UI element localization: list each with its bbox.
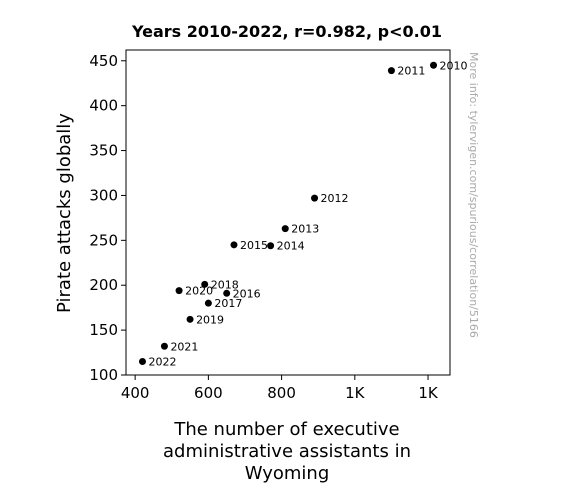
watermark-text: More info: tylervigen.com/spurious/corre… bbox=[467, 52, 480, 338]
plot-area bbox=[125, 49, 451, 376]
data-point bbox=[175, 287, 183, 295]
y-tick-label: 450 bbox=[89, 52, 118, 70]
data-point-label: 2020 bbox=[185, 285, 213, 298]
chart-title: Years 2010-2022, r=0.982, p<0.01 bbox=[131, 22, 442, 41]
data-point-label: 2013 bbox=[291, 223, 319, 236]
data-point bbox=[186, 315, 194, 323]
x-axis: 400 600 800 1K 1K bbox=[121, 375, 439, 402]
y-tick-label: 200 bbox=[89, 276, 118, 294]
x-tick-label: 1K bbox=[345, 384, 366, 402]
x-tick-label: 600 bbox=[194, 384, 223, 402]
data-point bbox=[160, 342, 168, 350]
x-tick-label: 400 bbox=[121, 384, 150, 402]
data-point bbox=[430, 61, 438, 69]
data-point-label: 2016 bbox=[233, 287, 261, 300]
x-tick-label: 1K bbox=[418, 384, 439, 402]
y-axis-label: Pirate attacks globally bbox=[54, 113, 75, 313]
data-point-label: 2022 bbox=[148, 356, 176, 369]
y-tick-label: 300 bbox=[89, 186, 118, 204]
data-point-label: 2015 bbox=[240, 239, 268, 252]
y-tick-label: 250 bbox=[89, 231, 118, 249]
data-point-label: 2014 bbox=[277, 240, 305, 253]
data-point bbox=[201, 280, 209, 288]
y-tick-label: 150 bbox=[89, 321, 118, 339]
y-tick-label: 100 bbox=[89, 366, 118, 384]
data-point bbox=[387, 67, 395, 75]
data-point-label: 2010 bbox=[440, 59, 468, 72]
data-point-label: 2012 bbox=[321, 192, 349, 205]
data-point bbox=[267, 242, 275, 250]
y-tick-label: 350 bbox=[89, 142, 118, 160]
data-point-label: 2021 bbox=[170, 340, 198, 353]
data-point bbox=[204, 299, 212, 307]
data-point bbox=[138, 358, 146, 366]
x-tick-label: 800 bbox=[267, 384, 296, 402]
x-axis-label: The number of executive administrative as… bbox=[163, 419, 411, 484]
data-point-label: 2018 bbox=[211, 278, 239, 291]
data-point bbox=[223, 289, 231, 297]
data-point bbox=[230, 241, 238, 249]
data-point bbox=[311, 194, 319, 202]
y-tick-label: 400 bbox=[89, 97, 118, 115]
y-axis: 100 150 200 250 300 350 400 450 bbox=[89, 52, 126, 384]
data-point-label: 2019 bbox=[196, 313, 224, 326]
data-point bbox=[281, 225, 289, 233]
data-point-label: 2011 bbox=[397, 65, 425, 78]
data-point-label: 2017 bbox=[214, 297, 242, 310]
